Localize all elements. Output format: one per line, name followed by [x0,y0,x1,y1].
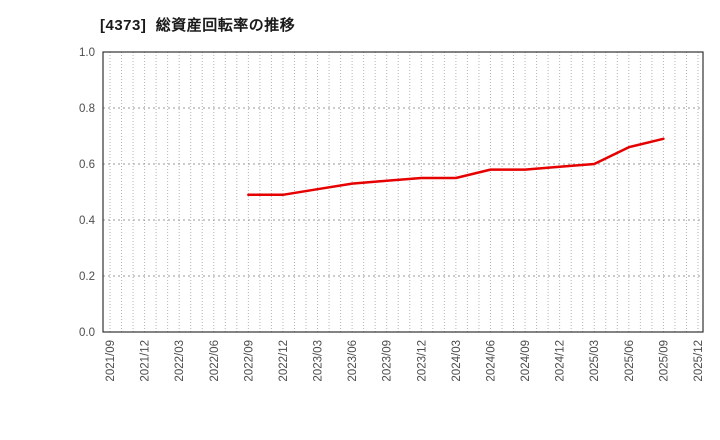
x-tick-label: 2023/09 [382,340,394,382]
y-tick-label: 0.0 [79,327,95,339]
x-tick-label: 2024/09 [520,340,532,382]
y-tick-label: 0.4 [79,215,96,227]
x-tick-label: 2025/09 [658,340,670,382]
x-tick-label: 2022/12 [278,340,290,382]
x-tick-label: 2022/03 [174,340,186,382]
x-tick-label: 2024/03 [451,340,463,382]
x-tick-label: 2022/06 [209,340,221,382]
y-tick-label: 0.2 [79,271,95,283]
y-tick-label: 0.8 [79,103,95,115]
x-tick-label: 2023/03 [313,340,325,382]
x-tick-label: 2023/12 [416,340,428,382]
x-tick-label: 2025/03 [589,340,601,382]
x-tick-label: 2023/06 [347,340,359,382]
x-tick-label: 2021/12 [140,340,152,382]
x-tick-label: 2024/06 [485,340,497,382]
y-tick-label: 0.6 [79,159,95,171]
y-tick-label: 1.0 [79,47,95,59]
plot-frame [102,51,704,333]
x-tick-label: 2024/12 [555,340,567,382]
series-line-総資産回転率 [247,137,665,197]
x-tick-label: 2025/06 [624,340,636,382]
x-tick-label: 2021/09 [105,340,117,382]
chart-title: [4373] 総資産回転率の推移 [100,17,296,34]
x-tick-label: 2022/09 [243,340,255,382]
x-tick-label: 2025/12 [693,340,705,382]
